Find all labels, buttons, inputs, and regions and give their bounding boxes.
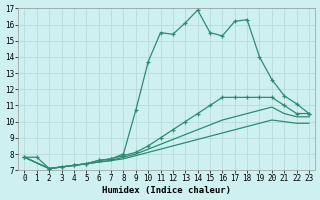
X-axis label: Humidex (Indice chaleur): Humidex (Indice chaleur) — [102, 186, 231, 195]
